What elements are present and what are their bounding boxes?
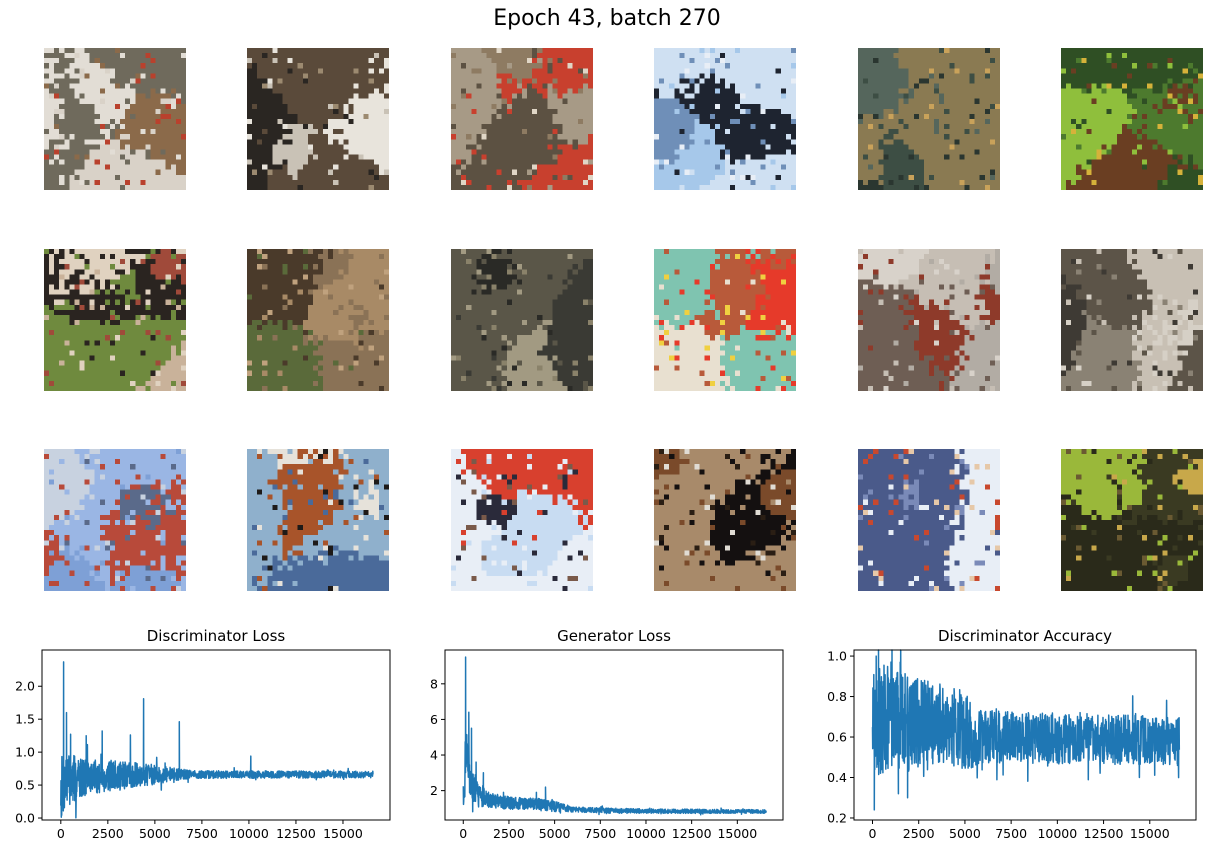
generated-sample-image — [858, 48, 1000, 190]
generated-sample-image — [44, 48, 186, 190]
x-tick-label: 10000 — [1037, 826, 1077, 841]
generated-sample-image — [451, 449, 593, 591]
x-tick-label: 7500 — [995, 826, 1027, 841]
x-tick-label: 0 — [57, 826, 65, 841]
x-tick-label: 12500 — [1084, 826, 1124, 841]
generated-sample-image — [44, 449, 186, 591]
y-tick-label: 0.6 — [827, 730, 847, 745]
x-tick-label: 2500 — [903, 826, 935, 841]
y-tick-label: 0.4 — [827, 770, 847, 785]
x-tick-label: 0 — [869, 826, 877, 841]
x-tick-label: 12500 — [672, 826, 712, 841]
generated-sample-image — [654, 48, 796, 190]
x-tick-label: 2500 — [92, 826, 124, 841]
y-tick-label: 1.0 — [827, 649, 847, 664]
y-tick-label: 0.0 — [15, 811, 35, 826]
y-tick-label: 8 — [430, 676, 438, 691]
y-tick-label: 0.8 — [827, 689, 847, 704]
generated-sample-image — [1061, 449, 1203, 591]
generated-sample-image — [247, 449, 389, 591]
generated-sample-image — [247, 249, 389, 391]
generated-sample-image — [858, 449, 1000, 591]
y-tick-label: 2.0 — [15, 679, 35, 694]
y-tick-label: 1.0 — [15, 745, 35, 760]
x-tick-label: 2500 — [493, 826, 525, 841]
plot-frame — [42, 650, 390, 820]
generated-sample-image — [451, 48, 593, 190]
generated-sample-image — [247, 48, 389, 190]
series-line — [873, 650, 1180, 810]
generated-sample-image — [1061, 249, 1203, 391]
x-tick-label: 5000 — [539, 826, 571, 841]
x-tick-label: 15000 — [323, 826, 363, 841]
generated-sample-image — [44, 249, 186, 391]
series-line — [61, 662, 373, 818]
y-tick-label: 4 — [430, 748, 438, 763]
x-tick-label: 10000 — [626, 826, 666, 841]
chart-title: Discriminator Accuracy — [938, 627, 1112, 645]
chart-discriminator-loss: Discriminator Loss 0 2500 5000 7500 10000 1250… — [0, 620, 404, 853]
x-tick-label: 12500 — [276, 826, 316, 841]
y-tick-label: 1.5 — [15, 712, 35, 727]
x-tick-label: 15000 — [717, 826, 757, 841]
generated-sample-image — [654, 249, 796, 391]
generated-sample-image — [858, 249, 1000, 391]
x-tick-label: 0 — [459, 826, 467, 841]
series-line — [463, 657, 766, 815]
generated-sample-image — [1061, 48, 1203, 190]
x-tick-label: 7500 — [186, 826, 218, 841]
x-tick-label: 5000 — [949, 826, 981, 841]
chart-title: Discriminator Loss — [147, 627, 286, 645]
chart-title: Generator Loss — [557, 627, 671, 645]
figure-title: Epoch 43, batch 270 — [0, 6, 1214, 31]
y-tick-label: 0.2 — [827, 810, 847, 825]
chart-discriminator-accuracy: Discriminator Accuracy 0 2500 5000 7500 10000… — [808, 620, 1214, 853]
plot-frame — [445, 650, 783, 820]
y-tick-label: 0.5 — [15, 778, 35, 793]
x-tick-label: 15000 — [1130, 826, 1170, 841]
generated-sample-image — [451, 249, 593, 391]
x-tick-label: 7500 — [584, 826, 616, 841]
x-tick-label: 10000 — [229, 826, 269, 841]
generated-sample-image — [654, 449, 796, 591]
x-tick-label: 5000 — [139, 826, 171, 841]
y-tick-label: 2 — [430, 783, 438, 798]
y-tick-label: 6 — [430, 712, 438, 727]
chart-generator-loss: Generator Loss 0 2500 5000 7500 10000 12500 150… — [404, 620, 808, 853]
